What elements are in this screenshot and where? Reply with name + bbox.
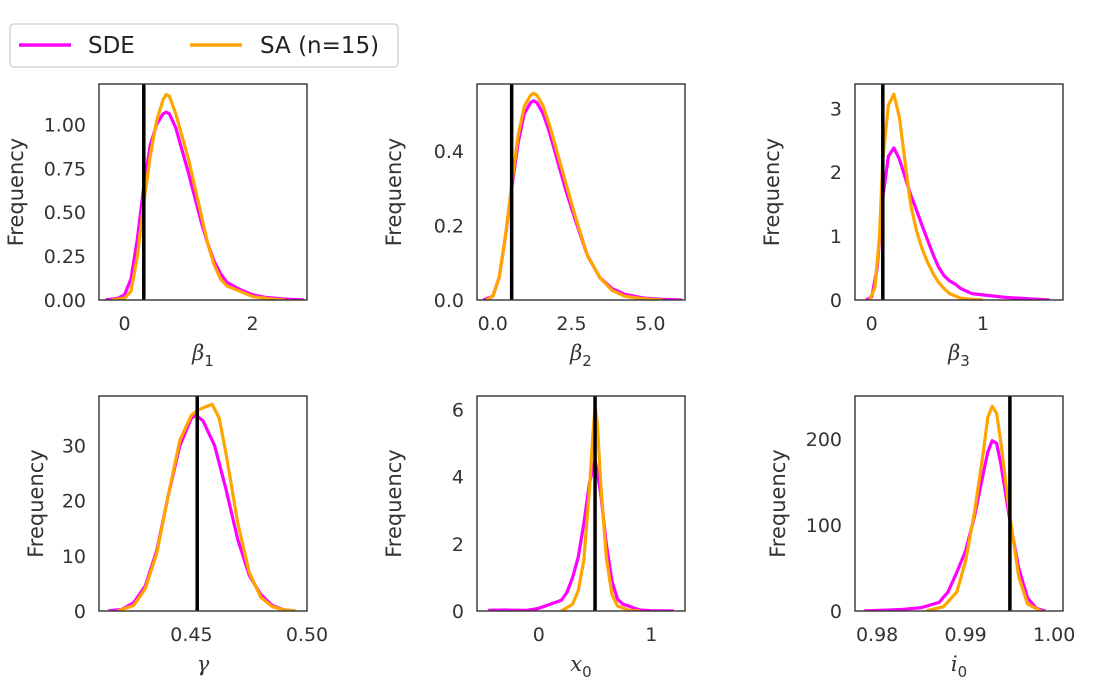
x-axis-subscript: 2 <box>582 352 592 370</box>
x-axis-label: β1 <box>191 341 214 370</box>
y-tick-label: 100 <box>806 515 842 537</box>
x-tick-label: 0 <box>866 313 878 335</box>
x-tick-label: 0.45 <box>170 624 212 646</box>
density-curve-sa <box>925 404 1042 611</box>
axes-frame <box>854 83 1064 301</box>
x-axis-symbol: β <box>947 341 960 365</box>
density-curve-sa <box>868 92 983 300</box>
x-axis-label: β2 <box>569 341 592 370</box>
y-tick-label: 0.0 <box>434 290 464 312</box>
y-tick-label: 10 <box>62 546 86 568</box>
x-tick-label: 0 <box>533 624 545 646</box>
y-tick-label: 2 <box>452 534 464 556</box>
y-tick-label: 0.2 <box>434 216 464 238</box>
density-curve-sa <box>116 402 296 611</box>
x-tick-label: 2.5 <box>556 313 586 335</box>
x-tick-label: 2 <box>247 313 259 335</box>
legend: SDE SA (n=15) <box>9 23 399 68</box>
x-axis-subscript: 3 <box>960 352 970 370</box>
y-tick-label: 1 <box>830 226 842 248</box>
y-tick-label: 0 <box>452 601 464 623</box>
y-axis-label: Frequency <box>382 449 406 558</box>
x-axis-symbol: γ <box>197 652 210 676</box>
density-curve-sde <box>865 146 1050 300</box>
density-curve-sa <box>485 91 663 300</box>
legend-label-sde: SDE <box>88 33 135 59</box>
x-tick-label: 0.98 <box>856 624 898 646</box>
legend-label-sa: SA (n=15) <box>260 33 379 59</box>
x-tick-label: 0.99 <box>944 624 986 646</box>
y-tick-label: 2 <box>830 162 842 184</box>
x-axis-label: β3 <box>947 341 970 370</box>
subplot-2: 0.0 2.5 5.0 0.0 0.2 0.4 Frequency β2 <box>382 83 686 370</box>
y-tick-label: 20 <box>62 491 86 513</box>
x-axis-subscript: 0 <box>582 663 592 681</box>
density-curve-sde <box>108 413 296 611</box>
axes-frame <box>476 395 686 612</box>
y-tick-label: 3 <box>830 98 842 120</box>
x-axis-symbol: x <box>570 652 582 676</box>
y-tick-label: 1.00 <box>44 114 86 136</box>
y-tick-label: 0 <box>830 290 842 312</box>
x-tick-label: 1.00 <box>1033 624 1075 646</box>
subplot-4: 0.45 0.50 0 10 20 30 Frequency γ <box>24 395 328 676</box>
x-axis-label: i0 <box>951 652 967 681</box>
x-axis-subscript: 1 <box>204 352 214 370</box>
x-axis-symbol: i <box>951 652 958 676</box>
x-axis-symbol: β <box>569 341 582 365</box>
x-axis-symbol: β <box>191 341 204 365</box>
y-tick-label: 0.00 <box>44 290 86 312</box>
subplot-1: 0 2 0.00 0.25 0.50 0.75 1.00 Frequency β1 <box>4 83 308 370</box>
y-tick-label: 0 <box>74 601 86 623</box>
y-tick-label: 0.75 <box>44 158 86 180</box>
y-axis-label: Frequency <box>766 449 790 558</box>
y-tick-label: 0.25 <box>44 246 86 268</box>
y-tick-label: 0 <box>830 601 842 623</box>
y-axis-label: Frequency <box>4 138 28 247</box>
density-curve-sde <box>488 458 674 611</box>
x-tick-label: 1 <box>645 624 657 646</box>
axes-frame <box>98 395 308 612</box>
y-tick-label: 200 <box>806 429 842 451</box>
y-tick-label: 0.50 <box>44 202 86 224</box>
x-tick-label: 5.0 <box>635 313 665 335</box>
y-axis-label: Frequency <box>24 449 48 558</box>
x-tick-label: 1 <box>977 313 989 335</box>
x-tick-label: 0 <box>119 313 131 335</box>
y-tick-label: 0.4 <box>434 141 464 163</box>
y-axis-label: Frequency <box>382 138 406 247</box>
y-tick-label: 6 <box>452 399 464 421</box>
density-curve-sa <box>111 92 285 300</box>
y-axis-label: Frequency <box>760 138 784 247</box>
axes-frame <box>854 395 1064 612</box>
y-tick-label: 4 <box>452 467 464 489</box>
axes-frame <box>98 83 308 301</box>
axes-frame <box>476 83 686 301</box>
x-tick-label: 0.0 <box>478 313 508 335</box>
x-axis-label: x0 <box>570 652 591 681</box>
y-tick-label: 30 <box>62 436 86 458</box>
x-axis-label: γ <box>197 652 210 676</box>
x-axis-subscript: 0 <box>958 663 968 681</box>
density-curve-sde <box>863 439 1046 611</box>
x-tick-label: 0.50 <box>286 624 328 646</box>
